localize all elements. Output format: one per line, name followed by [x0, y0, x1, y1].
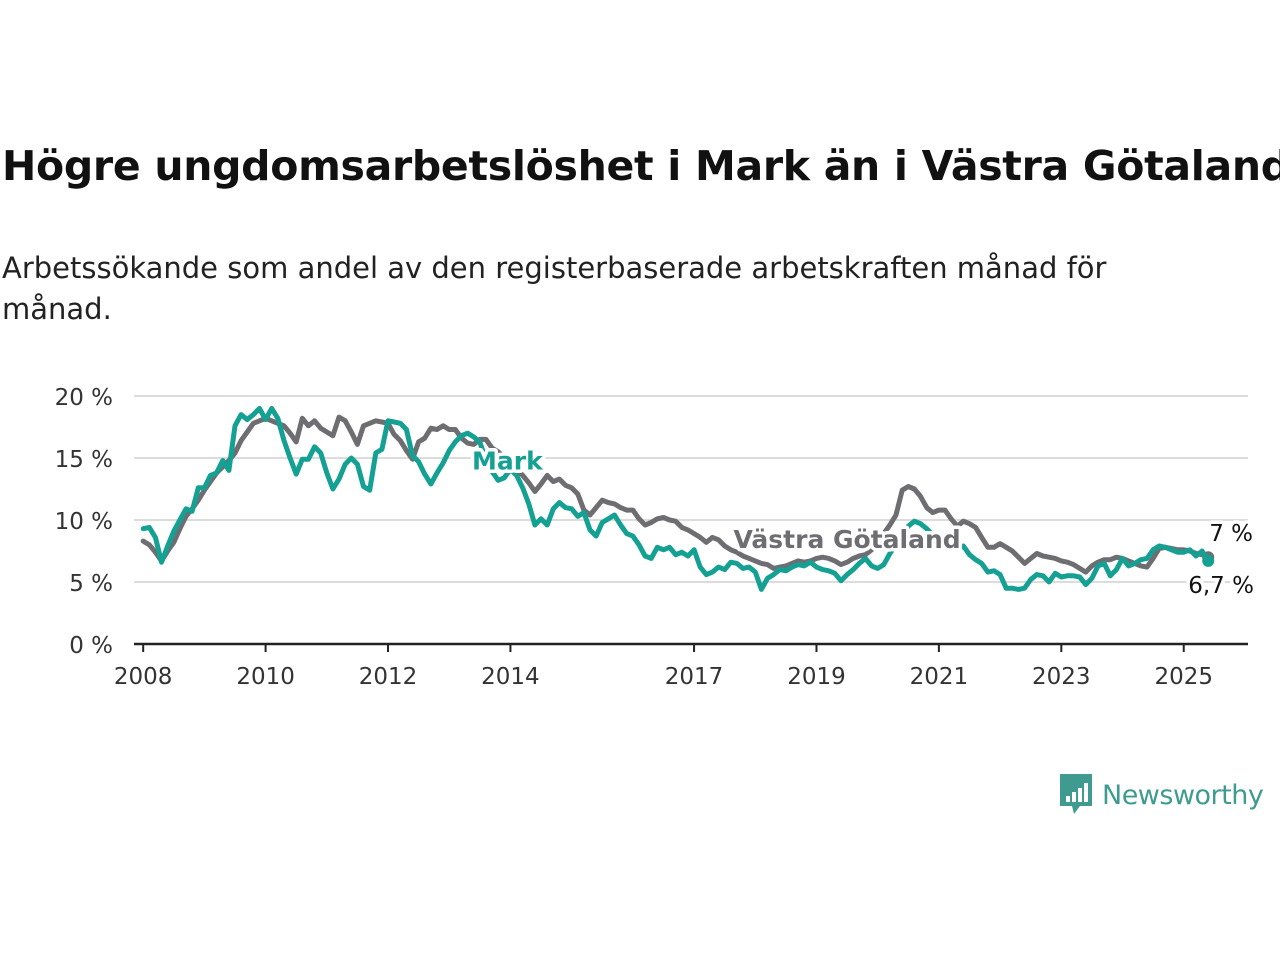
mark-end-label: 6,7 % — [1188, 573, 1254, 599]
x-tick-label: 2019 — [787, 664, 846, 690]
x-tick-label: 2017 — [665, 664, 724, 690]
chart-subtitle: Arbetssökande som andel av den registerb… — [2, 251, 1107, 326]
newsworthy-logo: Newsworthy — [1058, 772, 1264, 818]
series-line-mark — [140, 405, 1211, 592]
brand-name: Newsworthy — [1102, 779, 1264, 811]
y-tick-label: 10 % — [55, 509, 113, 535]
y-tick-label: 0 % — [69, 633, 113, 659]
mark-series-label: Mark — [472, 446, 544, 475]
vastra-gotaland-series-label-halo: Västra Götaland — [733, 525, 960, 554]
chart-title: Högre ungdomsarbetslöshet i Mark än i Vä… — [2, 142, 1280, 190]
x-tick-label: 2021 — [910, 664, 969, 690]
y-axis-ticks: 0 % 5 % 10 % 15 % 20 % — [55, 385, 113, 659]
x-tick-label: 2023 — [1032, 664, 1091, 690]
x-tick-label: 2025 — [1154, 664, 1213, 690]
x-axis: 2008 2010 2012 2014 2017 2019 2021 2023 2025 — [114, 642, 1248, 690]
series-lines — [140, 405, 1215, 592]
vastra-gotaland-series-label: Västra Götaland — [733, 525, 960, 554]
x-tick-label: 2014 — [481, 664, 540, 690]
mark-series-label-halo: Mark — [472, 446, 544, 475]
series-line-vastra-gotaland — [140, 414, 1211, 575]
y-tick-label: 20 % — [55, 385, 113, 411]
bar-chart-speech-bubble-icon — [1060, 774, 1092, 814]
line-chart: 0 %5 %10 %15 %20 % 2008 2010 2012 2014 2017 2… — [55, 385, 1258, 690]
x-tick-label: 2010 — [236, 664, 295, 690]
mark-end-label-halo: 6,7 % — [1188, 573, 1254, 599]
vastra-gotaland-end-label: 7 % — [1209, 521, 1253, 547]
series-end-point — [1202, 554, 1215, 567]
y-tick-label: 5 % — [69, 571, 113, 597]
y-tick-label: 15 % — [55, 447, 113, 473]
x-tick-label: 2008 — [114, 664, 173, 690]
x-tick-label: 2012 — [359, 664, 418, 690]
vastra-gotaland-end-label-halo: 7 % — [1209, 521, 1253, 547]
